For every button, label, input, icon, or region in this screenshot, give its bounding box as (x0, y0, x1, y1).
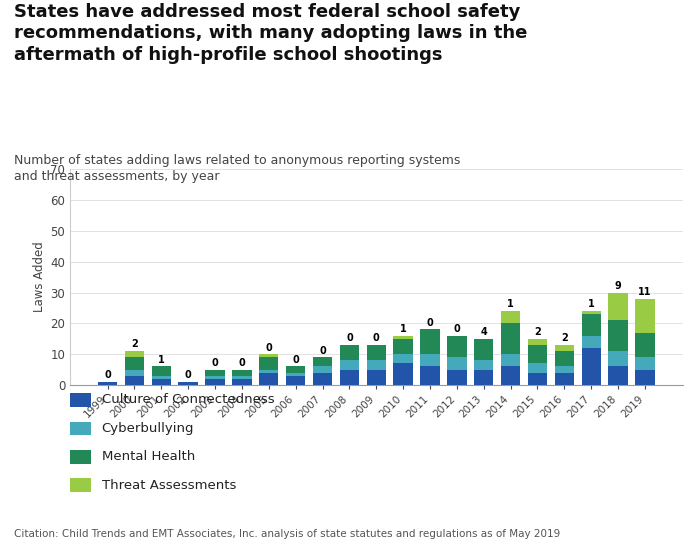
Bar (205, 379, 225, 385)
Bar (393, 364, 413, 385)
Text: 1: 1 (400, 324, 407, 334)
Y-axis label: Laws Added: Laws Added (33, 242, 46, 312)
Bar (125, 376, 144, 385)
Bar (152, 376, 171, 379)
Text: 0: 0 (319, 346, 326, 355)
Text: 0: 0 (454, 324, 460, 334)
Text: 9: 9 (615, 281, 622, 291)
Bar (152, 379, 171, 385)
Text: 11: 11 (638, 287, 652, 297)
Bar (554, 351, 574, 366)
Bar (528, 339, 547, 345)
Bar (501, 354, 520, 366)
Text: 0: 0 (373, 334, 379, 343)
Bar (501, 366, 520, 385)
Bar (313, 357, 332, 366)
Bar (152, 366, 171, 376)
Bar (582, 314, 601, 336)
Bar (286, 366, 305, 372)
Bar (232, 379, 251, 385)
Text: 2: 2 (534, 327, 541, 337)
Text: States have addressed most federal school safety
recommendations, with many adop: States have addressed most federal schoo… (14, 3, 527, 64)
Bar (259, 372, 279, 385)
Bar (393, 339, 413, 354)
Bar (98, 382, 117, 385)
Bar (447, 370, 466, 385)
Bar (313, 372, 332, 385)
Text: 0: 0 (104, 370, 111, 381)
Bar (420, 366, 440, 385)
Bar (205, 370, 225, 376)
Text: Number of states adding laws related to anonymous reporting systems
and threat a: Number of states adding laws related to … (14, 154, 461, 183)
Text: 2: 2 (561, 334, 568, 343)
Bar (528, 372, 547, 385)
Bar (393, 354, 413, 364)
Text: 0: 0 (346, 334, 353, 343)
Bar (501, 323, 520, 354)
Bar (582, 336, 601, 348)
Bar (447, 357, 466, 370)
Bar (393, 336, 413, 339)
Bar (582, 348, 601, 385)
Bar (259, 370, 279, 372)
Text: 0: 0 (211, 358, 218, 368)
Bar (608, 293, 628, 320)
Bar (528, 364, 547, 372)
Text: 0: 0 (293, 355, 299, 365)
Text: 0: 0 (265, 342, 272, 353)
Text: 0: 0 (239, 358, 245, 368)
Bar (636, 357, 654, 370)
Bar (582, 311, 601, 314)
Bar (554, 366, 574, 372)
Bar (474, 370, 494, 385)
Bar (286, 372, 305, 376)
Bar (608, 320, 628, 351)
Text: Mental Health: Mental Health (102, 450, 195, 463)
Text: Citation: Child Trends and EMT Associates, Inc. analysis of state statutes and r: Citation: Child Trends and EMT Associate… (14, 530, 560, 539)
Text: 0: 0 (426, 318, 433, 328)
Bar (636, 333, 654, 357)
Bar (608, 351, 628, 366)
Text: 2: 2 (131, 340, 138, 349)
Bar (125, 351, 144, 357)
Text: Culture of Connectedness: Culture of Connectedness (102, 394, 274, 406)
Bar (178, 382, 198, 385)
Bar (554, 372, 574, 385)
Bar (554, 345, 574, 351)
Text: 1: 1 (508, 299, 514, 310)
Bar (367, 370, 386, 385)
Bar (205, 376, 225, 379)
Text: 4: 4 (480, 327, 487, 337)
Bar (367, 345, 386, 360)
Bar (420, 354, 440, 366)
Text: 1: 1 (588, 299, 594, 310)
Bar (340, 360, 359, 370)
Text: 0: 0 (185, 370, 192, 381)
Bar (636, 370, 654, 385)
Text: Cyberbullying: Cyberbullying (102, 422, 194, 435)
Text: Threat Assessments: Threat Assessments (102, 479, 236, 491)
Bar (340, 345, 359, 360)
Text: 1: 1 (158, 355, 164, 365)
Bar (636, 299, 654, 333)
Bar (125, 357, 144, 370)
Bar (259, 354, 279, 357)
Bar (608, 366, 628, 385)
Bar (528, 345, 547, 364)
Bar (420, 329, 440, 354)
Bar (501, 311, 520, 323)
Bar (340, 370, 359, 385)
Bar (367, 360, 386, 370)
Bar (447, 336, 466, 357)
Bar (232, 376, 251, 379)
Bar (474, 360, 494, 370)
Bar (125, 370, 144, 376)
Bar (474, 339, 494, 360)
Bar (232, 370, 251, 376)
Bar (313, 366, 332, 372)
Bar (286, 376, 305, 385)
Bar (259, 357, 279, 370)
